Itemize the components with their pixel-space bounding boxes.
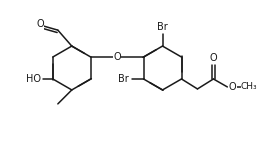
Text: O: O (228, 82, 236, 92)
Text: HO: HO (26, 74, 41, 84)
Text: CH₃: CH₃ (241, 82, 258, 92)
Text: O: O (36, 19, 44, 29)
Text: Br: Br (118, 74, 129, 84)
Text: O: O (113, 52, 121, 62)
Text: O: O (210, 53, 217, 63)
Text: Br: Br (157, 22, 168, 32)
